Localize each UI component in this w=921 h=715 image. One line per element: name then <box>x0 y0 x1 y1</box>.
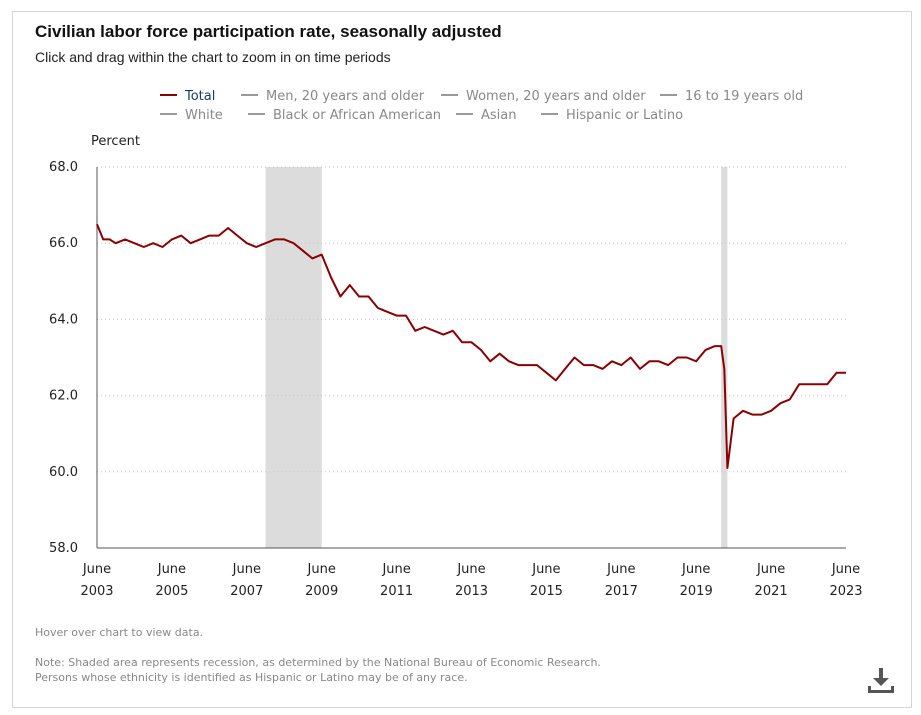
y-tick-label: 60.0 <box>49 465 78 480</box>
legend-label: Asian <box>481 108 517 123</box>
x-tick-month: June <box>756 562 785 577</box>
x-tick-year: 2007 <box>230 584 263 599</box>
x-tick-year: 2003 <box>80 584 113 599</box>
legend-item-asian[interactable]: Asian <box>456 108 516 123</box>
download-icon[interactable] <box>866 667 896 695</box>
x-tick-month: June <box>456 562 485 577</box>
x-tick-year: 2015 <box>530 584 563 599</box>
y-tick-label: 66.0 <box>49 236 78 251</box>
x-tick-month: June <box>232 562 261 577</box>
legend-swatch <box>541 112 558 115</box>
recession-band <box>265 167 322 548</box>
legend-swatch <box>441 93 458 96</box>
series-line-total[interactable] <box>96 223 846 469</box>
legend-item-total[interactable]: Total <box>160 89 215 104</box>
y-axis-label: Percent <box>91 134 140 149</box>
x-tick-month: June <box>606 562 635 577</box>
legend-label: Hispanic or Latino <box>566 108 684 123</box>
x-tick-month: June <box>531 562 560 577</box>
legend-swatch <box>660 93 677 96</box>
chart-title: Civilian labor force participation rate,… <box>35 22 502 41</box>
legend-label: 16 to 19 years old <box>685 89 804 104</box>
legend: Total Men, 20 years and older Women, 20 … <box>0 0 921 140</box>
legend-item-white[interactable]: White <box>160 108 223 123</box>
legend-label: Black or African American <box>273 108 442 123</box>
legend-swatch <box>456 112 473 115</box>
chart-panel <box>12 11 912 708</box>
y-tick-label: 62.0 <box>49 389 78 404</box>
legend-item-women-20-plus[interactable]: Women, 20 years and older <box>441 89 646 104</box>
x-tick-year: 2023 <box>829 584 862 599</box>
legend-label: Women, 20 years and older <box>466 89 646 104</box>
y-tick-label: 58.0 <box>49 541 78 556</box>
ethnicity-note: Persons whose ethnicity is identified as… <box>35 671 468 684</box>
x-tick-year: 2009 <box>305 584 338 599</box>
x-tick-year: 2011 <box>380 584 413 599</box>
x-tick-year: 2021 <box>755 584 788 599</box>
legend-swatch <box>160 112 177 115</box>
x-tick-year: 2019 <box>680 584 713 599</box>
legend-swatch <box>248 112 265 115</box>
legend-label: Total <box>185 89 216 104</box>
x-tick-year: 2017 <box>605 584 638 599</box>
legend-swatch <box>241 93 258 96</box>
x-tick-month: June <box>307 562 336 577</box>
legend-swatch <box>160 93 177 96</box>
recession-band <box>721 167 728 548</box>
recession-note: Note: Shaded area represents recession, … <box>35 656 601 669</box>
x-tick-month: June <box>381 562 410 577</box>
y-tick-label: 64.0 <box>49 312 78 327</box>
legend-item-16-to-19[interactable]: 16 to 19 years old <box>660 89 803 104</box>
legend-label: White <box>185 108 223 123</box>
x-tick-month: June <box>157 562 186 577</box>
legend-item-hispanic[interactable]: Hispanic or Latino <box>541 108 683 123</box>
chart-subtitle: Click and drag within the chart to zoom … <box>35 49 391 65</box>
x-tick-year: 2013 <box>455 584 488 599</box>
y-tick-label: 68.0 <box>49 160 78 175</box>
legend-label: Men, 20 years and older <box>266 89 425 104</box>
x-tick-month: June <box>831 562 860 577</box>
hover-hint: Hover over chart to view data. <box>35 626 204 639</box>
legend-item-black[interactable]: Black or African American <box>248 108 441 123</box>
x-tick-year: 2005 <box>155 584 188 599</box>
legend-item-men-20-plus[interactable]: Men, 20 years and older <box>241 89 424 104</box>
x-tick-month: June <box>82 562 111 577</box>
x-tick-month: June <box>681 562 710 577</box>
